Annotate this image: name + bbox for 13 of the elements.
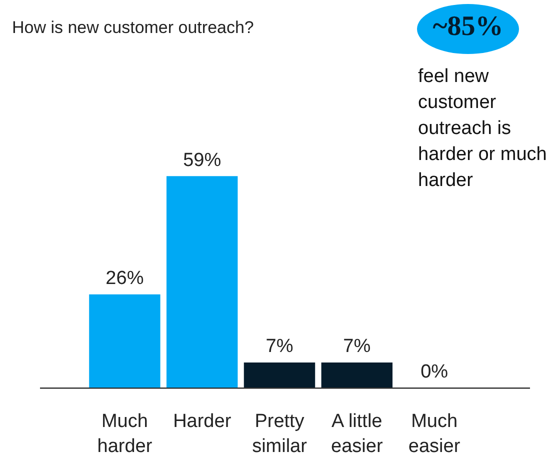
x-tick-label: A little easier — [331, 411, 384, 457]
data-label: 26% — [106, 268, 144, 290]
x-tick-label: Harder — [173, 411, 232, 432]
text: ~85% — [432, 11, 504, 43]
x-tick-label: Much harder — [97, 411, 153, 457]
chart-title: How is new customer outreach? — [12, 18, 254, 38]
data-label: 59% — [183, 150, 222, 171]
data-label: 7% — [266, 336, 294, 358]
annotation: feel new customer outreach is harder or much harder — [418, 65, 548, 193]
x-tick-label: Much easier — [408, 411, 461, 457]
x-tick-label: Pretty similar — [252, 411, 308, 457]
data-label: 0% — [420, 361, 448, 382]
data-label: 7% — [343, 336, 371, 358]
